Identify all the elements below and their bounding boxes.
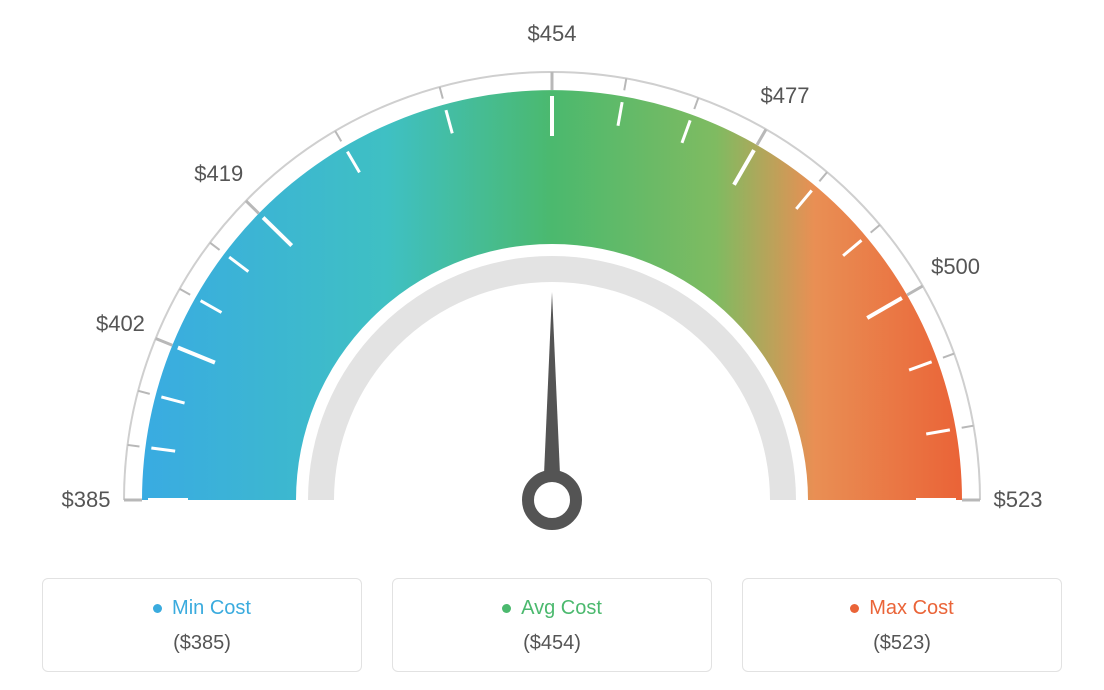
gauge-tick-label: $402 <box>96 311 145 337</box>
dot-icon <box>153 604 162 613</box>
legend-title-max: Max Cost <box>850 597 953 620</box>
gauge-tick-label: $500 <box>931 254 980 280</box>
legend-value-avg: ($454) <box>403 632 701 655</box>
legend-title-label: Min Cost <box>172 597 251 620</box>
gauge-tick-label: $523 <box>994 487 1043 513</box>
legend-row: Min Cost ($385) Avg Cost ($454) Max Cost… <box>0 578 1104 672</box>
legend-card-min: Min Cost ($385) <box>42 578 362 672</box>
gauge-tick-label: $385 <box>62 487 111 513</box>
dot-icon <box>502 604 511 613</box>
legend-card-avg: Avg Cost ($454) <box>392 578 712 672</box>
gauge-tick-label: $454 <box>528 21 577 47</box>
legend-value-min: ($385) <box>53 632 351 655</box>
gauge-svg <box>0 0 1104 560</box>
gauge-tick-label: $419 <box>194 161 243 187</box>
legend-title-min: Min Cost <box>153 597 251 620</box>
dot-icon <box>850 604 859 613</box>
legend-value-max: ($523) <box>753 632 1051 655</box>
legend-card-max: Max Cost ($523) <box>742 578 1062 672</box>
legend-title-label: Avg Cost <box>521 597 602 620</box>
legend-title-avg: Avg Cost <box>502 597 602 620</box>
legend-title-label: Max Cost <box>869 597 953 620</box>
gauge-chart: $385 $402 $419 $454 $477 $500 $523 <box>0 0 1104 560</box>
gauge-tick-label: $477 <box>761 83 810 109</box>
